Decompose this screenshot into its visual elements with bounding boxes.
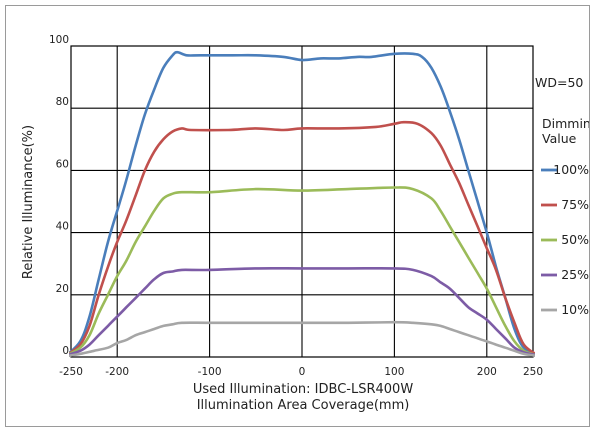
x-tick-label: 250 xyxy=(523,366,543,378)
x-tick-label: -200 xyxy=(105,366,129,378)
x-tick-label: -100 xyxy=(198,366,222,378)
series-line-100pct xyxy=(69,50,535,356)
wd-label: WD=50 xyxy=(535,75,583,90)
legend-label: 75% xyxy=(561,197,589,212)
legend: 100% 75% 50% 25% 10% xyxy=(541,162,589,317)
x-axis-title-line1: Used Illumination: IDBC-LSR400W xyxy=(193,382,414,397)
series-layer xyxy=(69,50,535,358)
y-axis-title: Relative Illuminance(%) xyxy=(21,125,36,279)
x-tick-label: 100 xyxy=(384,366,404,378)
x-tick-label: 0 xyxy=(299,366,306,378)
y-tick-labels: 0 20 40 60 80 100 xyxy=(49,34,69,357)
series-line-10pct xyxy=(69,320,535,358)
legend-label: 50% xyxy=(561,232,589,247)
y-tick-label: 0 xyxy=(62,345,69,357)
legend-title-line1: Dimming xyxy=(542,116,589,131)
y-tick-label: 40 xyxy=(56,221,69,233)
y-tick-label: 100 xyxy=(49,34,69,46)
legend-label: 25% xyxy=(561,267,589,282)
y-tick-label: 80 xyxy=(56,96,69,108)
legend-label: 100% xyxy=(553,162,589,177)
series-line-50pct xyxy=(69,186,535,357)
x-axis-title-line2: Illumination Area Coverage(mm) xyxy=(197,398,410,413)
x-tick-label: 200 xyxy=(477,366,497,378)
legend-label: 10% xyxy=(561,302,589,317)
chart-frame: -250 -200 -100 0 100 200 250 0 20 40 60 80 100 Used… xyxy=(5,5,590,427)
y-tick-label: 60 xyxy=(56,158,69,170)
y-tick-label: 20 xyxy=(56,283,69,295)
legend-title-line2: Value xyxy=(542,131,577,146)
x-tick-label: -250 xyxy=(59,366,83,378)
illuminance-chart: -250 -200 -100 0 100 200 250 0 20 40 60 80 100 Used… xyxy=(21,34,589,413)
x-tick-labels: -250 -200 -100 0 100 200 250 xyxy=(59,366,543,378)
grid xyxy=(70,45,534,358)
series-line-25pct xyxy=(69,266,535,357)
series-line-75pct xyxy=(69,120,535,356)
